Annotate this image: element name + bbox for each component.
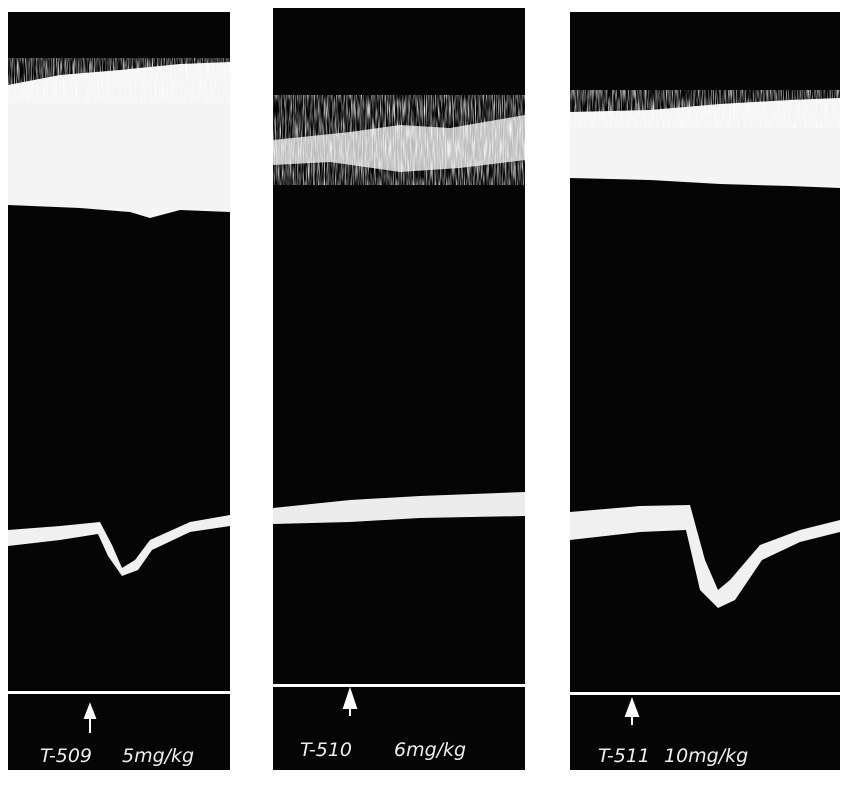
page: {"panels": [ {"id": "T-509", "dose": "5m…: [0, 0, 846, 788]
band-noise: [8, 58, 230, 103]
panel-id: T-511: [598, 745, 650, 767]
panel: T-509 5mg/kg: [8, 12, 230, 770]
baseline: [570, 692, 840, 695]
baseline: [273, 684, 525, 687]
band-noise: [570, 90, 840, 128]
dose: 5mg/kg: [122, 745, 194, 767]
figure: T-509 5mg/kg T-510 6mg/kg T-511 10mg/kg: [0, 0, 846, 788]
panel-id: T-510: [300, 739, 352, 761]
panel-id: T-509: [40, 745, 92, 767]
panel: T-510 6mg/kg: [273, 8, 525, 770]
dose: 6mg/kg: [394, 739, 466, 761]
panel: T-511 10mg/kg: [570, 12, 840, 770]
dose: 10mg/kg: [664, 745, 748, 767]
band-noise: [273, 95, 525, 185]
baseline: [8, 691, 230, 694]
